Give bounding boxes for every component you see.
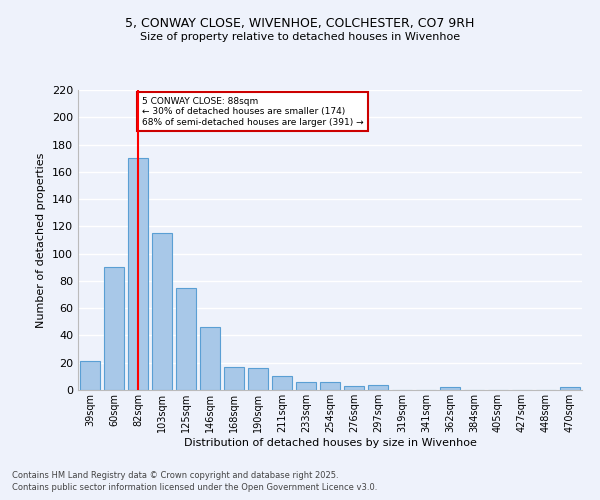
Text: Contains public sector information licensed under the Open Government Licence v3: Contains public sector information licen… bbox=[12, 484, 377, 492]
Text: Contains HM Land Registry data © Crown copyright and database right 2025.: Contains HM Land Registry data © Crown c… bbox=[12, 471, 338, 480]
Bar bbox=[248, 368, 268, 390]
Bar bbox=[368, 384, 388, 390]
Bar bbox=[104, 268, 124, 390]
Bar bbox=[152, 233, 172, 390]
X-axis label: Distribution of detached houses by size in Wivenhoe: Distribution of detached houses by size … bbox=[184, 438, 476, 448]
Y-axis label: Number of detached properties: Number of detached properties bbox=[37, 152, 46, 328]
Bar bbox=[176, 288, 196, 390]
Text: 5 CONWAY CLOSE: 88sqm
← 30% of detached houses are smaller (174)
68% of semi-det: 5 CONWAY CLOSE: 88sqm ← 30% of detached … bbox=[142, 97, 363, 126]
Bar bbox=[344, 386, 364, 390]
Text: Size of property relative to detached houses in Wivenhoe: Size of property relative to detached ho… bbox=[140, 32, 460, 42]
Bar bbox=[296, 382, 316, 390]
Text: 5, CONWAY CLOSE, WIVENHOE, COLCHESTER, CO7 9RH: 5, CONWAY CLOSE, WIVENHOE, COLCHESTER, C… bbox=[125, 18, 475, 30]
Bar bbox=[440, 388, 460, 390]
Bar bbox=[80, 362, 100, 390]
Bar bbox=[128, 158, 148, 390]
Bar bbox=[224, 367, 244, 390]
Bar bbox=[200, 328, 220, 390]
Bar bbox=[560, 388, 580, 390]
Bar bbox=[272, 376, 292, 390]
Bar bbox=[320, 382, 340, 390]
